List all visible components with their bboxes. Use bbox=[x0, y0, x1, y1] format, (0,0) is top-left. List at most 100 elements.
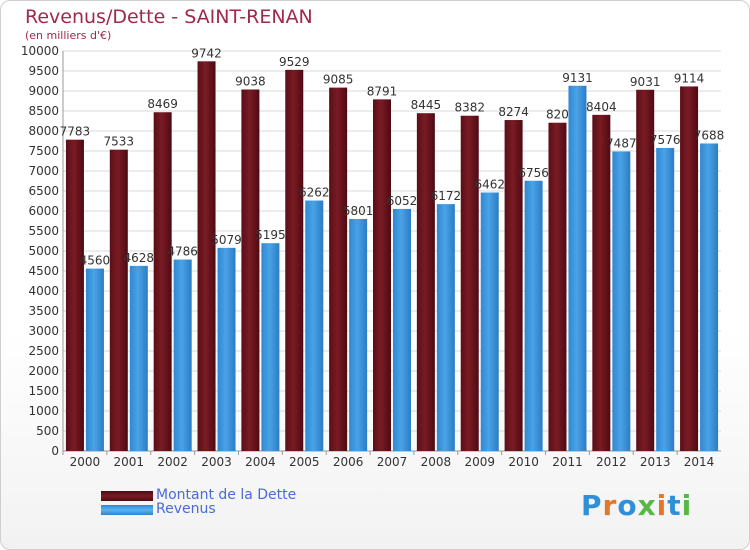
logo-letter: i bbox=[681, 489, 693, 522]
data-label-revenue: 5195 bbox=[255, 228, 286, 242]
x-tick-label: 2008 bbox=[421, 455, 452, 469]
bar-revenue bbox=[173, 259, 192, 451]
bar-debt bbox=[65, 139, 84, 451]
data-label-revenue: 9131 bbox=[562, 71, 593, 85]
data-label-revenue: 7576 bbox=[650, 133, 681, 147]
data-label-debt: 9742 bbox=[191, 46, 222, 60]
y-tick-label: 7000 bbox=[28, 164, 59, 178]
data-label-debt: 7783 bbox=[60, 125, 91, 139]
y-tick-label: 2000 bbox=[28, 364, 59, 378]
bar-revenue bbox=[568, 85, 587, 451]
logo-letter: t bbox=[667, 489, 682, 522]
bar-revenue bbox=[217, 247, 236, 451]
y-tick-label: 9500 bbox=[28, 64, 59, 78]
data-label-debt: 9085 bbox=[323, 73, 354, 87]
proxiti-logo: Proxiti bbox=[581, 489, 692, 522]
bar-debt bbox=[373, 99, 391, 452]
y-tick-label: 5000 bbox=[28, 244, 59, 258]
y-tick-label: 9000 bbox=[28, 84, 59, 98]
bar-debt bbox=[460, 115, 479, 451]
bar-revenue bbox=[436, 204, 455, 451]
bar-debt bbox=[416, 113, 435, 451]
bar-debt bbox=[636, 89, 655, 451]
y-tick-label: 6500 bbox=[28, 184, 59, 198]
data-label-revenue: 6052 bbox=[387, 194, 418, 208]
bar-debt bbox=[285, 69, 304, 451]
data-label-revenue: 6262 bbox=[299, 186, 330, 200]
legend-label-debt: Montant de la Dette bbox=[156, 487, 297, 503]
data-label-revenue: 7688 bbox=[694, 128, 725, 142]
data-label-debt: 8382 bbox=[454, 101, 485, 115]
y-tick-label: 2500 bbox=[28, 344, 59, 358]
x-tick-label: 2005 bbox=[289, 455, 320, 469]
data-label-debt: 8445 bbox=[411, 98, 442, 112]
bar-debt bbox=[197, 61, 216, 451]
logo-letter: x bbox=[637, 489, 657, 522]
bar-revenue bbox=[261, 243, 280, 451]
legend-swatch-revenue bbox=[101, 505, 153, 515]
bar-revenue bbox=[656, 147, 675, 451]
x-tick-label: 2012 bbox=[596, 455, 627, 469]
data-label-debt: 8469 bbox=[147, 97, 178, 111]
data-label-debt: 9114 bbox=[674, 71, 705, 85]
data-label-revenue: 5801 bbox=[343, 204, 374, 218]
y-tick-label: 6000 bbox=[28, 204, 59, 218]
data-label-debt: 7533 bbox=[104, 135, 135, 149]
data-label-revenue: 4786 bbox=[167, 245, 198, 259]
chart-title: Revenus/Dette - SAINT-RENAN bbox=[25, 6, 313, 28]
data-label-revenue: 7487 bbox=[606, 137, 637, 151]
bar-revenue bbox=[524, 180, 543, 451]
x-tick-label: 2006 bbox=[333, 455, 364, 469]
y-tick-label: 4500 bbox=[28, 264, 59, 278]
data-label-debt: 820 bbox=[546, 108, 569, 122]
bar-debt bbox=[329, 87, 348, 451]
bar-debt bbox=[504, 120, 523, 451]
bar-debt bbox=[153, 112, 172, 452]
bar-revenue bbox=[305, 200, 324, 451]
x-tick-label: 2002 bbox=[157, 455, 188, 469]
x-tick-label: 2009 bbox=[464, 455, 495, 469]
bar-debt bbox=[241, 89, 260, 451]
y-tick-label: 10000 bbox=[21, 44, 59, 58]
bar-revenue bbox=[480, 192, 499, 451]
y-tick-label: 3500 bbox=[28, 304, 59, 318]
y-tick-label: 5500 bbox=[28, 224, 59, 238]
y-tick-label: 8000 bbox=[28, 124, 59, 138]
bar-debt bbox=[680, 86, 699, 451]
logo-letter: o bbox=[617, 489, 638, 522]
data-label-revenue: 5079 bbox=[211, 233, 242, 247]
data-label-revenue: 4560 bbox=[80, 254, 111, 268]
chart-subtitle: (en milliers d'€) bbox=[25, 29, 112, 42]
y-tick-label: 7500 bbox=[28, 144, 59, 158]
x-tick-label: 2011 bbox=[552, 455, 583, 469]
data-label-debt: 8791 bbox=[367, 84, 398, 98]
x-tick-label: 2014 bbox=[684, 455, 715, 469]
y-tick-label: 500 bbox=[36, 424, 59, 438]
x-tick-label: 2004 bbox=[245, 455, 276, 469]
data-label-debt: 9031 bbox=[630, 75, 661, 89]
x-tick-label: 2013 bbox=[640, 455, 671, 469]
data-label-debt: 8274 bbox=[498, 105, 529, 119]
bar-revenue bbox=[349, 218, 368, 451]
bar-revenue bbox=[129, 265, 148, 451]
x-tick-label: 2010 bbox=[508, 455, 539, 469]
logo-letter: r bbox=[602, 489, 618, 522]
data-label-debt: 9038 bbox=[235, 74, 266, 88]
y-tick-label: 0 bbox=[51, 444, 59, 458]
bar-debt bbox=[548, 122, 567, 451]
bar-debt bbox=[592, 114, 611, 451]
data-label-debt: 9529 bbox=[279, 55, 310, 69]
y-tick-label: 8500 bbox=[28, 104, 59, 118]
x-tick-label: 2007 bbox=[377, 455, 408, 469]
logo-letter: i bbox=[656, 489, 668, 522]
y-tick-label: 3000 bbox=[28, 324, 59, 338]
bar-revenue bbox=[700, 143, 719, 452]
bar-revenue bbox=[612, 151, 631, 451]
logo-letter: P bbox=[581, 489, 603, 522]
data-label-debt: 8404 bbox=[586, 100, 617, 114]
y-tick-label: 1500 bbox=[28, 384, 59, 398]
legend-label-revenue: Revenus bbox=[156, 501, 216, 517]
data-label-revenue: 6172 bbox=[431, 189, 462, 203]
bar-revenue bbox=[85, 268, 104, 451]
